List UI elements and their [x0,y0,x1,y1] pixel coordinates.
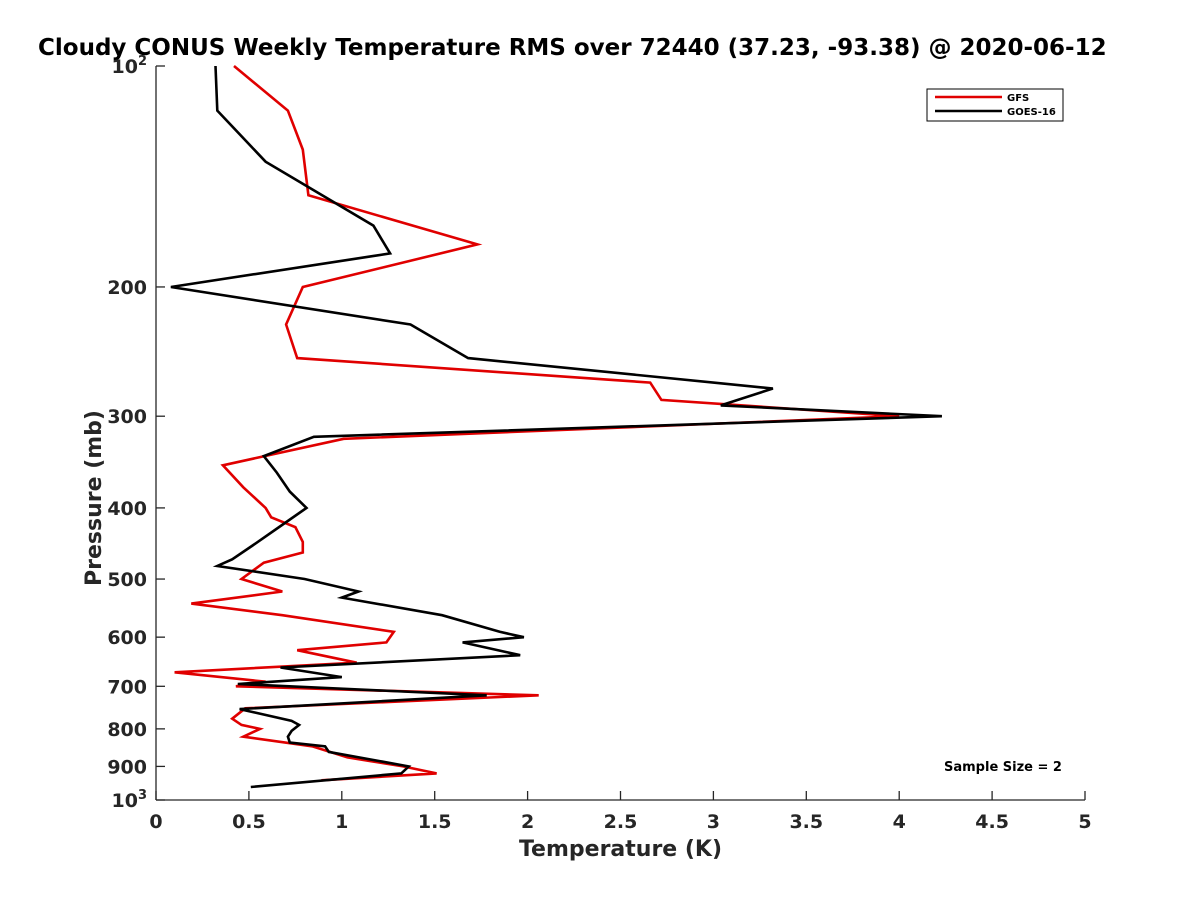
x-tick-label: 0.5 [232,811,266,833]
x-axis-label: Temperature (K) [519,837,722,862]
y-tick-label: 900 [107,756,147,778]
y-tick-label: 600 [107,627,147,649]
y-tick-label: 200 [107,277,147,299]
x-tick-label: 0 [149,811,162,833]
x-tick-label: 2 [521,811,534,833]
x-tick-label: 3.5 [789,811,823,833]
sample-size-annotation: Sample Size = 2 [944,760,1062,775]
y-tick-label: 103 [112,788,148,812]
legend-label-goes-16: GOES-16 [1007,107,1056,118]
x-tick-label: 1 [335,811,348,833]
y-tick-label: 800 [107,719,147,741]
x-tick-label: 4 [893,811,906,833]
legend-label-gfs: GFS [1007,93,1029,104]
x-tick-label: 2.5 [604,811,638,833]
y-tick-exponent: 3 [138,788,147,803]
plot-area [0,0,1,1]
series-line-goes-16 [170,65,942,789]
y-tick-label: 300 [107,406,147,428]
x-axis-ticks: 0 0.5 1 1.5 2 2.5 3 3.5 4 4.5 5 [149,791,1092,833]
series-layer [170,64,942,789]
y-tick-base: 10 [112,790,138,812]
x-tick-label: 4.5 [975,811,1009,833]
y-axis-label: Pressure (mb) [82,410,107,586]
y-tick-label: 700 [107,676,147,698]
y-tick-base: 10 [112,56,138,78]
series-line-gfs [174,64,900,782]
y-tick-label: 102 [112,54,148,78]
legend-box [926,88,1064,122]
x-tick-label: 3 [707,811,720,833]
x-tick-label: 5 [1078,811,1091,833]
x-tick-label: 1.5 [418,811,452,833]
y-tick-exponent: 2 [138,54,147,69]
y-tick-label: 400 [107,498,147,520]
chart-title: Cloudy CONUS Weekly Temperature RMS over… [38,35,1107,61]
legend: GFS GOES-16 [926,88,1064,122]
y-tick-label: 500 [107,569,147,591]
